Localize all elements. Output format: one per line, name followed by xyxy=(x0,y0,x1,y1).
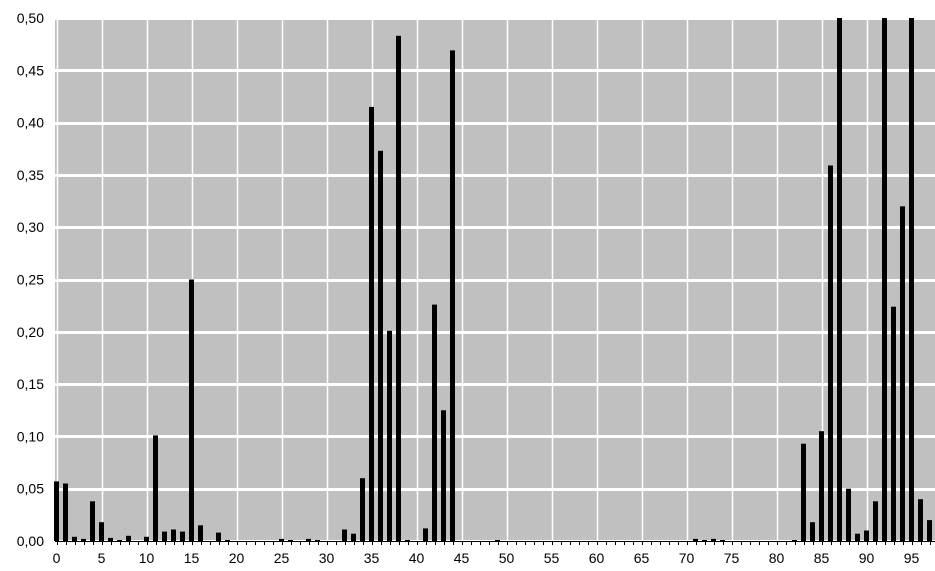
bar xyxy=(927,520,932,541)
bar xyxy=(90,501,95,541)
x-tick-label: 80 xyxy=(769,550,785,566)
bar xyxy=(288,540,293,541)
x-tick-label: 0 xyxy=(53,550,61,566)
x-tick-labels: 0 5 10 15 20 25 30 35 40 45 50 55 60 65 70 75 80 85 90 95 xyxy=(53,550,920,566)
bar xyxy=(279,538,284,541)
bar xyxy=(171,529,176,541)
bar xyxy=(315,540,320,541)
bar xyxy=(495,540,500,541)
bar xyxy=(72,536,77,541)
bar xyxy=(864,530,869,541)
bar xyxy=(702,540,707,541)
bar xyxy=(711,538,716,541)
y-tick-label: 0,15 xyxy=(17,376,44,392)
x-tick-label: 35 xyxy=(364,550,380,566)
x-tick-label: 40 xyxy=(409,550,425,566)
x-tick-label: 20 xyxy=(229,550,245,566)
y-tick-label: 0,45 xyxy=(17,62,44,78)
y-tick-label: 0,25 xyxy=(17,272,44,288)
y-tick-label: 0,00 xyxy=(17,533,44,549)
bar xyxy=(351,533,356,541)
bar xyxy=(396,35,401,542)
bar xyxy=(846,488,851,541)
bar xyxy=(423,528,428,541)
bar xyxy=(450,50,455,542)
bar xyxy=(162,531,167,541)
bar xyxy=(909,18,914,541)
y-tick-labels: 0,00 0,05 0,10 0,15 0,20 0,25 0,30 0,35 0,40 0,45… xyxy=(17,10,44,549)
x-tick-marks xyxy=(57,541,931,545)
bar xyxy=(810,522,815,541)
bar xyxy=(342,529,347,541)
bar xyxy=(198,525,203,541)
bar xyxy=(126,535,131,541)
x-tick-label: 85 xyxy=(814,550,830,566)
x-tick-label: 95 xyxy=(904,550,920,566)
bar xyxy=(54,481,59,541)
bar xyxy=(225,540,230,541)
bar xyxy=(792,540,797,541)
bar xyxy=(855,533,860,541)
bar xyxy=(63,483,68,541)
y-tick-label: 0,20 xyxy=(17,324,44,340)
x-tick-label: 30 xyxy=(319,550,335,566)
bar xyxy=(378,150,383,542)
x-tick-label: 45 xyxy=(454,550,470,566)
x-tick-label: 90 xyxy=(859,550,875,566)
bar xyxy=(360,478,365,541)
bar xyxy=(180,531,185,541)
y-tick-label: 0,35 xyxy=(17,167,44,183)
y-tick-label: 0,30 xyxy=(17,219,44,235)
x-tick-label: 50 xyxy=(499,550,515,566)
bar xyxy=(891,306,896,541)
bar xyxy=(387,330,392,541)
bar xyxy=(828,165,833,541)
gridlines xyxy=(55,17,935,543)
bar xyxy=(819,431,824,541)
y-tick-label: 0,40 xyxy=(17,115,44,131)
x-tick-label: 25 xyxy=(274,550,290,566)
bar xyxy=(108,537,113,541)
x-tick-label: 10 xyxy=(139,550,155,566)
bars xyxy=(54,18,932,542)
bar xyxy=(99,522,104,541)
x-tick-label: 75 xyxy=(724,550,740,566)
y-tick-label: 0,10 xyxy=(17,428,44,444)
bar xyxy=(900,206,905,542)
bar xyxy=(918,499,923,541)
bar xyxy=(693,538,698,541)
x-tick-label: 15 xyxy=(184,550,200,566)
bar xyxy=(432,304,437,541)
bar xyxy=(441,410,446,542)
bar xyxy=(369,106,374,542)
x-tick-label: 5 xyxy=(98,550,106,566)
bar xyxy=(216,532,221,541)
x-tick-label: 55 xyxy=(544,550,560,566)
bar xyxy=(306,538,311,541)
x-tick-label: 65 xyxy=(634,550,650,566)
bar xyxy=(117,540,122,541)
bar xyxy=(837,18,842,541)
bar xyxy=(720,540,725,541)
bar xyxy=(144,536,149,541)
bar xyxy=(882,18,887,541)
bar xyxy=(873,501,878,541)
x-tick-label: 70 xyxy=(679,550,695,566)
y-tick-label: 0,05 xyxy=(17,481,44,497)
bar xyxy=(405,540,410,541)
x-tick-label: 60 xyxy=(589,550,605,566)
bar xyxy=(81,538,86,541)
y-tick-label: 0,50 xyxy=(17,10,44,26)
bar xyxy=(189,279,194,541)
bar xyxy=(801,443,806,541)
bar xyxy=(153,435,158,541)
